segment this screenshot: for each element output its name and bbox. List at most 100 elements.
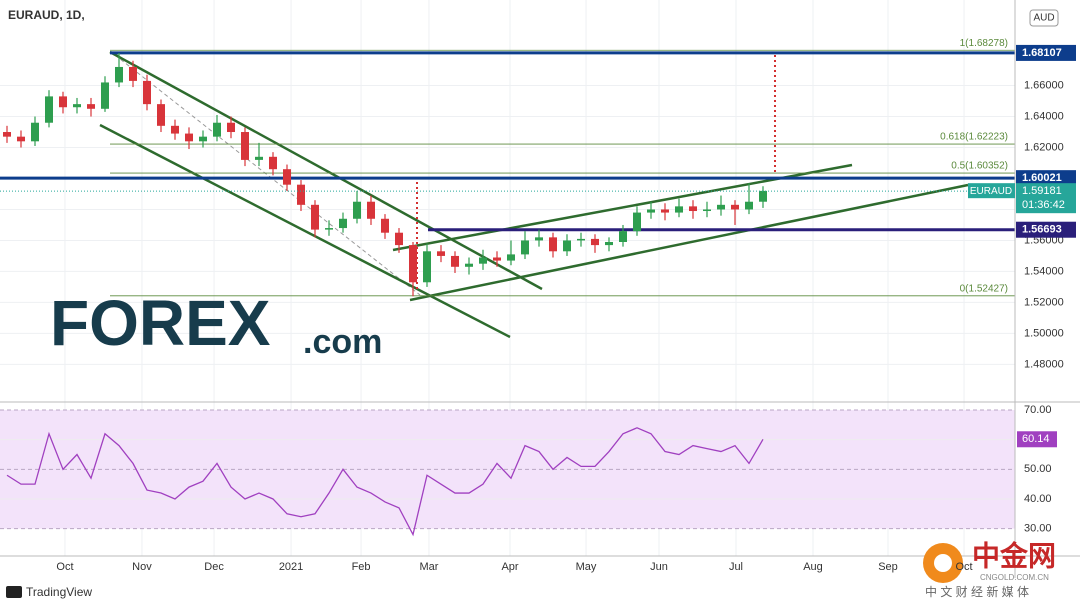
- rsi-tick-label: 70.00: [1024, 404, 1052, 416]
- candle-body: [17, 136, 25, 142]
- tradingview-icon: [6, 586, 22, 598]
- countdown: 01:36:42: [1022, 199, 1065, 211]
- y-tick-label: 1.48000: [1024, 358, 1064, 370]
- candle-body: [647, 209, 655, 213]
- fib-label: 1(1.68278): [960, 38, 1008, 49]
- candle-body: [619, 231, 627, 242]
- candle-body: [451, 255, 459, 267]
- level-label: 1.68107: [1022, 47, 1062, 59]
- candle-body: [731, 204, 739, 210]
- rsi-last-box: [1017, 431, 1057, 448]
- candle-body: [297, 184, 305, 205]
- candle-body: [115, 66, 123, 83]
- candle-body: [717, 204, 725, 210]
- y-tick-label: 1.62000: [1024, 141, 1064, 153]
- candle-body: [703, 209, 711, 212]
- y-tick-label: 1.50000: [1024, 327, 1064, 339]
- candle-body: [73, 104, 81, 108]
- candle-body: [143, 80, 151, 105]
- candle-body: [101, 82, 109, 109]
- fib-label: 0.5(1.60352): [951, 161, 1008, 172]
- x-tick-label: Oct: [955, 561, 972, 573]
- y-tick-label: 1.64000: [1024, 110, 1064, 122]
- candle-body: [59, 96, 67, 108]
- candle-body: [479, 257, 487, 264]
- currency: AUD: [1033, 13, 1054, 24]
- candle-body: [255, 156, 263, 160]
- candle-body: [605, 242, 613, 246]
- candle-body: [227, 122, 235, 133]
- candle-body: [577, 238, 585, 241]
- cngold-site: CNGOLD.COM.CN: [980, 573, 1049, 582]
- chart-title: EURAUD, 1D,: [8, 8, 85, 22]
- candle-body: [549, 237, 557, 252]
- rsi-line: [6, 427, 764, 537]
- candle-body: [367, 201, 375, 219]
- series-name-box: [968, 183, 1015, 199]
- candle-body: [759, 190, 767, 202]
- candle-body: [311, 204, 319, 230]
- currency-box: [1029, 9, 1059, 27]
- candle-body: [185, 133, 193, 142]
- cngold-name: 中金网: [972, 539, 1056, 571]
- last-price-label: 1.59181: [1022, 185, 1062, 197]
- candle-body: [381, 218, 389, 233]
- rsi-tick-label: 30.00: [1024, 523, 1052, 535]
- candle-body: [675, 206, 683, 213]
- candle-body: [437, 251, 445, 256]
- candle-body: [3, 132, 11, 137]
- candle-body: [507, 254, 515, 261]
- candle-body: [269, 156, 277, 170]
- plot-layer: 1(1.68278) 0.618(1.62223) 0.5(1.60352) 0(1.…: [0, 38, 1015, 297]
- candle-body: [395, 232, 403, 246]
- platform: TradingView: [26, 585, 92, 599]
- candle-body: [129, 66, 137, 81]
- level-label: 1.60021: [1022, 172, 1062, 184]
- x-tick-label: Mar: [419, 561, 438, 573]
- rsi-layer: [0, 409, 1015, 537]
- watermark-brand: FOREX: [50, 287, 271, 359]
- candle-body: [661, 209, 669, 213]
- level-box: [1016, 221, 1076, 238]
- candle-body: [563, 240, 571, 252]
- x-tick-label: Apr: [501, 561, 518, 573]
- level-box: [1016, 44, 1076, 61]
- rsi-last-label: 60.14: [1022, 433, 1050, 445]
- dashed-trend: [114, 54, 421, 296]
- series-name: EURAUD: [970, 186, 1012, 197]
- candle-body: [465, 263, 473, 267]
- y-tick-label: 1.54000: [1024, 265, 1064, 277]
- level-box: [1016, 170, 1076, 187]
- x-tick-label: Oct: [56, 561, 73, 573]
- x-tick-label: Feb: [352, 561, 371, 573]
- rsi-tick-label: 40.00: [1024, 493, 1052, 505]
- trend-line: [109, 50, 543, 291]
- candle-body: [87, 104, 95, 109]
- y-tick-label: 1.52000: [1024, 296, 1064, 308]
- cngold-icon-inner: [934, 554, 952, 572]
- x-tick-label: Nov: [132, 561, 152, 573]
- candle-body: [31, 122, 39, 142]
- candle-body: [535, 237, 543, 241]
- x-tick-label: Dec: [204, 561, 224, 573]
- candle-body: [689, 206, 697, 212]
- candle-body: [745, 201, 753, 210]
- candle-body: [325, 228, 333, 230]
- candle-body: [493, 257, 501, 261]
- candle-body: [213, 122, 221, 137]
- x-tick-label: Sep: [878, 561, 898, 573]
- x-tick-label: 2021: [279, 561, 303, 573]
- rsi-tick-label: 50.00: [1024, 463, 1052, 475]
- level-label: 1.56693: [1022, 224, 1062, 236]
- candle-body: [157, 104, 165, 126]
- candle-body: [521, 240, 529, 255]
- fib-label: 0(1.52427): [960, 283, 1008, 294]
- trend-line: [99, 123, 511, 339]
- x-tick-label: Aug: [803, 561, 823, 573]
- cngold-tagline: 中 文 财 经 新 媒 体: [925, 584, 1029, 599]
- fib-label: 0.618(1.62223): [940, 132, 1008, 143]
- candle-body: [45, 96, 53, 123]
- x-tick-label: Jun: [650, 561, 668, 573]
